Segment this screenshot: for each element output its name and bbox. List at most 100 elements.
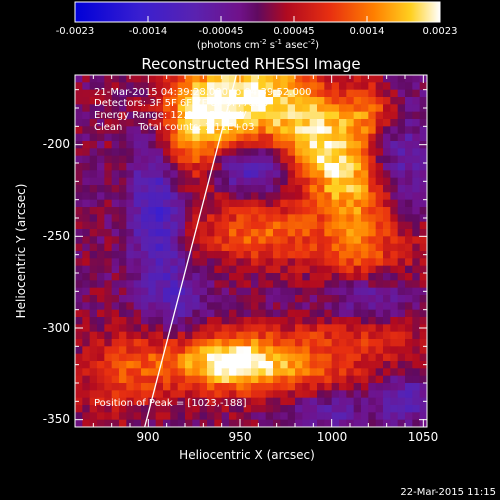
heatmap-cell bbox=[177, 163, 186, 171]
heatmap-cell bbox=[397, 419, 406, 427]
heatmap-cell bbox=[82, 309, 91, 318]
heatmap-cell bbox=[251, 397, 259, 406]
heatmap-cell bbox=[287, 163, 296, 171]
heatmap-cell bbox=[331, 346, 340, 355]
heatmap-cell bbox=[324, 309, 333, 318]
heatmap-cell bbox=[368, 361, 377, 369]
heatmap-cell bbox=[390, 229, 399, 237]
heatmap-cell bbox=[361, 119, 369, 127]
heatmap-cell bbox=[155, 383, 164, 391]
heatmap-cell bbox=[170, 280, 179, 289]
heatmap-cell bbox=[405, 419, 413, 427]
heatmap-cell bbox=[397, 309, 406, 318]
heatmap-cell bbox=[390, 192, 399, 201]
colorbar-tick-label: -0.0023 bbox=[56, 26, 95, 37]
heatmap-cell bbox=[104, 148, 113, 157]
heatmap-cell bbox=[280, 192, 289, 201]
heatmap-cell bbox=[405, 405, 413, 413]
heatmap-cell bbox=[265, 111, 274, 120]
heatmap-cell bbox=[295, 280, 303, 289]
heatmap-cell bbox=[280, 331, 289, 340]
heatmap-cell bbox=[192, 258, 201, 267]
heatmap-cell bbox=[273, 207, 281, 215]
heatmap-cell bbox=[148, 361, 157, 369]
heatmap-cell bbox=[192, 295, 201, 303]
heatmap-cell bbox=[361, 104, 369, 113]
heatmap-cell bbox=[119, 119, 127, 127]
heatmap-cell bbox=[133, 104, 142, 113]
heatmap-cell bbox=[273, 353, 281, 362]
heatmap-cell bbox=[353, 177, 362, 186]
heatmap-cell bbox=[353, 375, 362, 384]
heatmap-cell bbox=[170, 346, 179, 355]
heatmap-cell bbox=[148, 295, 157, 303]
heatmap-cell bbox=[214, 280, 223, 289]
heatmap-cell bbox=[185, 397, 193, 406]
heatmap-cell bbox=[177, 265, 186, 274]
heatmap-cell bbox=[397, 141, 406, 149]
heatmap-cell bbox=[287, 141, 296, 149]
heatmap-cell bbox=[155, 419, 164, 427]
heatmap-cell bbox=[258, 295, 267, 303]
heatmap-cell bbox=[302, 390, 311, 399]
heatmap-cell bbox=[331, 361, 340, 369]
heatmap-cell bbox=[75, 419, 83, 427]
heatmap-cell bbox=[207, 295, 215, 303]
heatmap-cell bbox=[280, 258, 289, 267]
heatmap-cell bbox=[192, 141, 201, 149]
heatmap-cell bbox=[82, 89, 91, 98]
heatmap-cell bbox=[331, 89, 340, 98]
heatmap-cell bbox=[368, 346, 377, 355]
heatmap-cell bbox=[251, 251, 259, 259]
heatmap-cell bbox=[111, 82, 120, 91]
heatmap-cell bbox=[375, 155, 384, 164]
heatmap-cell bbox=[207, 361, 215, 369]
heatmap-cell bbox=[111, 346, 120, 355]
heatmap-cell bbox=[287, 133, 296, 142]
heatmap-cell bbox=[280, 324, 289, 333]
heatmap-cell bbox=[383, 324, 391, 333]
heatmap-cell bbox=[214, 273, 223, 281]
heatmap-cell bbox=[126, 287, 135, 296]
heatmap-cell bbox=[133, 192, 142, 201]
heatmap-cell bbox=[280, 243, 289, 252]
heatmap-cell bbox=[258, 251, 267, 259]
heatmap-cell bbox=[111, 324, 120, 333]
heatmap-cell bbox=[419, 221, 427, 230]
heatmap-cell bbox=[163, 265, 171, 274]
heatmap-cell bbox=[82, 375, 91, 384]
heatmap-cell bbox=[185, 229, 193, 237]
heatmap-cell bbox=[368, 251, 377, 259]
heatmap-cell bbox=[126, 361, 135, 369]
heatmap-cell bbox=[339, 207, 347, 215]
heatmap-cell bbox=[221, 97, 230, 105]
heatmap-cell bbox=[236, 397, 245, 406]
heatmap-cell bbox=[89, 126, 98, 135]
heatmap-cell bbox=[331, 273, 340, 281]
heatmap-cell bbox=[82, 302, 91, 311]
heatmap-cell bbox=[243, 199, 252, 208]
heatmap-cell bbox=[331, 353, 340, 362]
heatmap-cell bbox=[243, 170, 252, 179]
heatmap-cell bbox=[221, 317, 230, 325]
heatmap-cell bbox=[309, 97, 318, 105]
heatmap-cell bbox=[97, 375, 105, 384]
heatmap-cell bbox=[119, 221, 127, 230]
heatmap-cell bbox=[229, 390, 237, 399]
heatmap-cell bbox=[361, 111, 369, 120]
heatmap-cell bbox=[89, 111, 98, 120]
heatmap-cell bbox=[302, 163, 311, 171]
heatmap-cell bbox=[155, 155, 164, 164]
heatmap-cell bbox=[287, 280, 296, 289]
heatmap-cell bbox=[177, 346, 186, 355]
heatmap-cell bbox=[163, 185, 171, 193]
heatmap-cell bbox=[89, 119, 98, 127]
heatmap-cell bbox=[155, 119, 164, 127]
heatmap-cell bbox=[390, 251, 399, 259]
heatmap-cell bbox=[141, 258, 149, 267]
heatmap-cell bbox=[82, 207, 91, 215]
heatmap-cell bbox=[97, 111, 105, 120]
heatmap-cell bbox=[155, 331, 164, 340]
heatmap-cell bbox=[412, 214, 421, 223]
heatmap-cell bbox=[185, 141, 193, 149]
